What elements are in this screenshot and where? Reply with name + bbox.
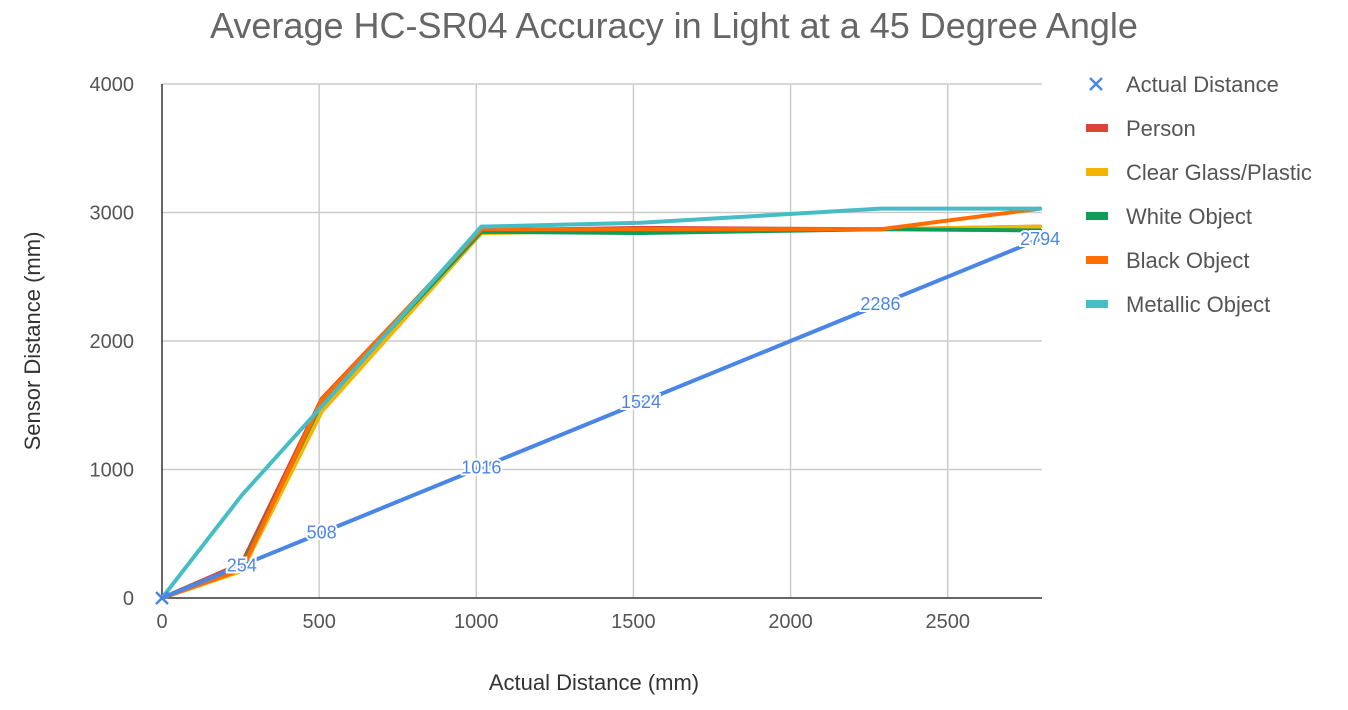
legend-label: Actual Distance [1126,72,1279,97]
legend-item-black-object: Black Object [1086,248,1250,273]
legend-label: Person [1126,116,1196,141]
series-line-actual-distance [160,236,1043,600]
y-axis-title: Sensor Distance (mm) [20,232,45,451]
data-label-1016: 1016 [461,457,501,477]
y-tick-label-1000: 1000 [90,460,135,482]
legend-swatch-icon [1086,124,1108,132]
x-tick-label-2500: 2500 [925,611,970,633]
legend-item-white-object: White Object [1086,204,1252,229]
y-tick-label-4000: 4000 [90,74,135,96]
legend-swatch-icon [1086,212,1108,220]
data-labels: 254 508 1016 1524 2286 2794 [155,227,1062,605]
actual-distance-marker-0 [155,591,169,605]
x-tick-label-0: 0 [156,611,167,633]
legend-label: Metallic Object [1126,292,1270,317]
x-tick-label-500: 500 [302,611,335,633]
legend-item-person: Person [1086,116,1196,141]
legend-label: Black Object [1126,248,1250,273]
legend-swatch-icon [1086,256,1108,264]
legend-item-clear-glass-plastic: Clear Glass/Plastic [1086,160,1312,185]
y-tick-label-3000: 3000 [90,203,135,225]
data-label-508: 508 [307,523,337,543]
x-tick-label-1500: 1500 [611,611,656,633]
series-lines [160,206,1043,600]
legend-swatch-icon [1086,168,1108,176]
data-label-2794: 2794 [1020,229,1060,249]
chart-title: Average HC-SR04 Accuracy in Light at a 4… [210,5,1138,46]
data-label-2286: 2286 [860,294,900,314]
data-label-1524: 1524 [621,392,661,412]
x-tick-label-2000: 2000 [768,611,813,633]
legend-x-marker-icon [1089,77,1103,91]
legend: Actual Distance Person Clear Glass/Plastic… [1086,72,1312,317]
data-label-254: 254 [227,555,257,575]
legend-item-actual-distance: Actual Distance [1089,72,1279,97]
legend-swatch-icon [1086,300,1108,308]
y-tick-label-0: 0 [123,588,134,610]
gridlines [162,83,1042,598]
series-line-metallic-object [160,206,1043,600]
x-tick-label-1000: 1000 [454,611,499,633]
legend-item-metallic-object: Metallic Object [1086,292,1270,317]
legend-label: White Object [1126,204,1252,229]
axes: 0 500 1000 1500 2000 2500 0 1000 2000 3000 4000 [90,74,1042,633]
y-tick-label-2000: 2000 [90,331,135,353]
series-line-black-object [160,206,1043,600]
x-axis-title: Actual Distance (mm) [489,670,699,695]
legend-label: Clear Glass/Plastic [1126,160,1312,185]
